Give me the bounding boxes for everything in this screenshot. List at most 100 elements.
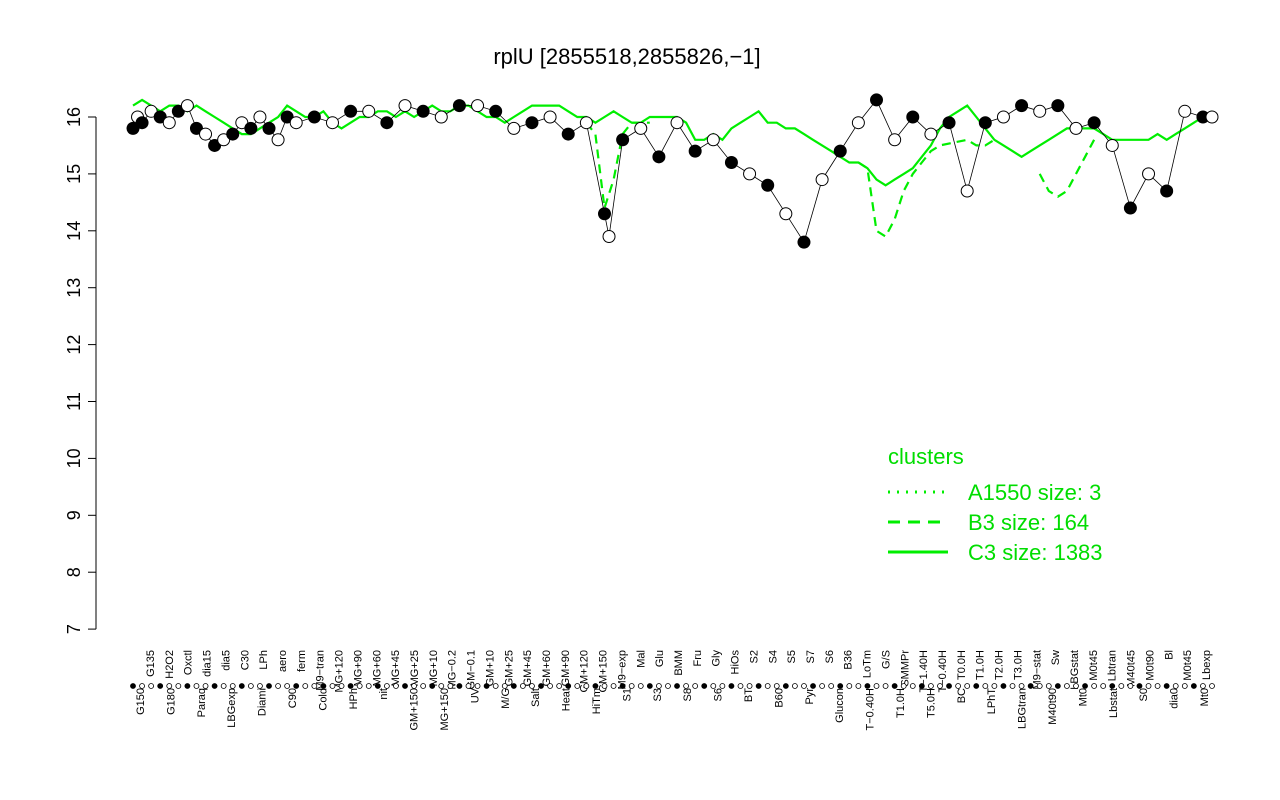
- y-tick-label: 16: [64, 107, 84, 127]
- legend-title: clusters: [888, 444, 964, 469]
- x-tick-dot: [1082, 683, 1088, 689]
- x-tick-label-top: LPh: [258, 650, 270, 670]
- x-tick-label-top: GM+90: [560, 650, 572, 686]
- x-axis: G135 H2O2 Oxctl dia15 dia5 C30 LPh aero ferm M9−t…: [130, 650, 1215, 731]
- x-tick-dot: [1027, 683, 1034, 689]
- x-tick-dot: [991, 683, 998, 689]
- x-tick-dot: [746, 683, 753, 689]
- x-tick-dot: [918, 683, 925, 689]
- data-point: [1033, 104, 1047, 118]
- x-tick-label-bottom: Mt0: [1077, 688, 1089, 706]
- x-tick-dot: [529, 683, 535, 689]
- x-tick-label-top: G/S: [880, 650, 892, 669]
- data-point: [597, 207, 611, 221]
- x-tick-dot: [683, 683, 690, 689]
- x-tick-dot: [846, 683, 853, 689]
- x-tick-dot: [828, 683, 835, 689]
- x-tick-dot: [356, 683, 363, 689]
- x-tick-label-top: MG+120: [334, 650, 346, 693]
- x-tick-dot: [510, 683, 517, 689]
- x-tick-label-top: GM−0.1: [466, 650, 478, 689]
- x-tick-dot: [837, 683, 844, 689]
- data-point: [1015, 99, 1029, 113]
- x-tick-label-bottom: Cold: [317, 688, 329, 711]
- x-tick-label-top: LBGstat: [1069, 650, 1081, 690]
- x-tick-dot: [792, 683, 798, 689]
- x-tick-label-bottom: T5.0H: [925, 688, 937, 718]
- x-tick-label-top: M9−tran: [315, 650, 327, 691]
- x-tick-dot: [1000, 683, 1007, 689]
- data-point: [325, 116, 339, 130]
- x-tick-dot: [229, 683, 236, 689]
- x-tick-dot: [1172, 683, 1179, 689]
- x-tick-label-bottom: S6: [713, 688, 725, 701]
- x-tick-label-top: T−0.40H: [937, 650, 949, 693]
- data-point: [262, 121, 276, 135]
- y-tick-label: 9: [64, 510, 84, 520]
- series-line-c3: [132, 98, 1213, 187]
- data-point: [1105, 138, 1119, 152]
- x-tick-dot: [1064, 683, 1070, 689]
- data-point: [226, 127, 240, 141]
- x-tick-label-top: Oxctl: [183, 650, 195, 675]
- x-tick-dot: [1118, 683, 1125, 689]
- x-tick-dot: [1091, 683, 1098, 689]
- x-tick-dot: [592, 683, 599, 689]
- x-tick-dot: [909, 683, 916, 689]
- series-line-b3: [585, 121, 1096, 239]
- x-tick-dot: [238, 683, 245, 689]
- y-tick-label: 11: [64, 392, 84, 411]
- x-tick-label-top: MG+45: [390, 650, 402, 686]
- data-point: [743, 167, 757, 181]
- x-tick-label-top: GM+45: [522, 650, 534, 686]
- x-tick-label-top: BMM: [673, 650, 685, 676]
- data-point: [815, 173, 829, 187]
- x-tick-dot: [1200, 683, 1206, 689]
- x-tick-label-top: GM+60: [541, 650, 553, 686]
- x-tick-dot: [547, 683, 553, 689]
- x-tick-dot: [211, 683, 218, 689]
- x-tick-label-bottom: M40t90: [1047, 688, 1059, 725]
- data-point: [135, 116, 149, 130]
- data-point: [1160, 184, 1174, 198]
- x-tick-label-top: M9−exp: [616, 650, 628, 689]
- x-tick-dot: [628, 683, 635, 689]
- x-tick-dot: [710, 683, 717, 689]
- data-point: [489, 104, 503, 118]
- data-point: [924, 127, 938, 141]
- x-tick-dot: [955, 683, 962, 689]
- x-tick-dot: [365, 683, 372, 689]
- x-tick-dot: [1036, 683, 1043, 689]
- x-tick-label-top: LoTm: [862, 650, 874, 678]
- data-point: [616, 133, 630, 147]
- x-tick-label-top: GM+120: [579, 650, 591, 693]
- x-tick-label-bottom: T1.0H: [895, 688, 907, 718]
- x-tick-label-top: M0t45: [1182, 650, 1194, 681]
- x-tick-dot: [402, 683, 408, 689]
- data-point: [996, 110, 1010, 124]
- x-tick-label-bottom: Lbstat: [1108, 688, 1120, 718]
- x-tick-label-bottom: HPh: [348, 688, 360, 709]
- x-tick-label-bottom: UV: [469, 687, 481, 703]
- x-tick-dot: [175, 683, 182, 689]
- x-tick-label-top: Bl: [1163, 650, 1175, 660]
- data-point: [380, 116, 394, 130]
- data-point: [942, 116, 956, 130]
- x-tick-dot: [1109, 683, 1116, 689]
- x-tick-dot: [1181, 683, 1188, 689]
- x-tick-dot: [257, 683, 263, 689]
- x-tick-label-top: C30: [239, 650, 251, 670]
- data-point: [289, 116, 303, 130]
- data-point: [398, 99, 412, 113]
- x-tick-dot: [139, 683, 145, 689]
- x-tick-dot: [148, 683, 155, 689]
- data-point: [1069, 121, 1083, 135]
- x-tick-label-bottom: G150: [135, 688, 147, 715]
- x-tick-dot: [538, 683, 544, 689]
- x-tick-label-bottom: Pyr: [804, 688, 816, 705]
- x-tick-dot: [247, 683, 254, 689]
- x-tick-dot: [610, 683, 617, 689]
- x-tick-dot: [1045, 683, 1052, 689]
- x-tick-label-top: M40t45: [1126, 650, 1138, 687]
- x-tick-label-top: S5: [786, 650, 798, 663]
